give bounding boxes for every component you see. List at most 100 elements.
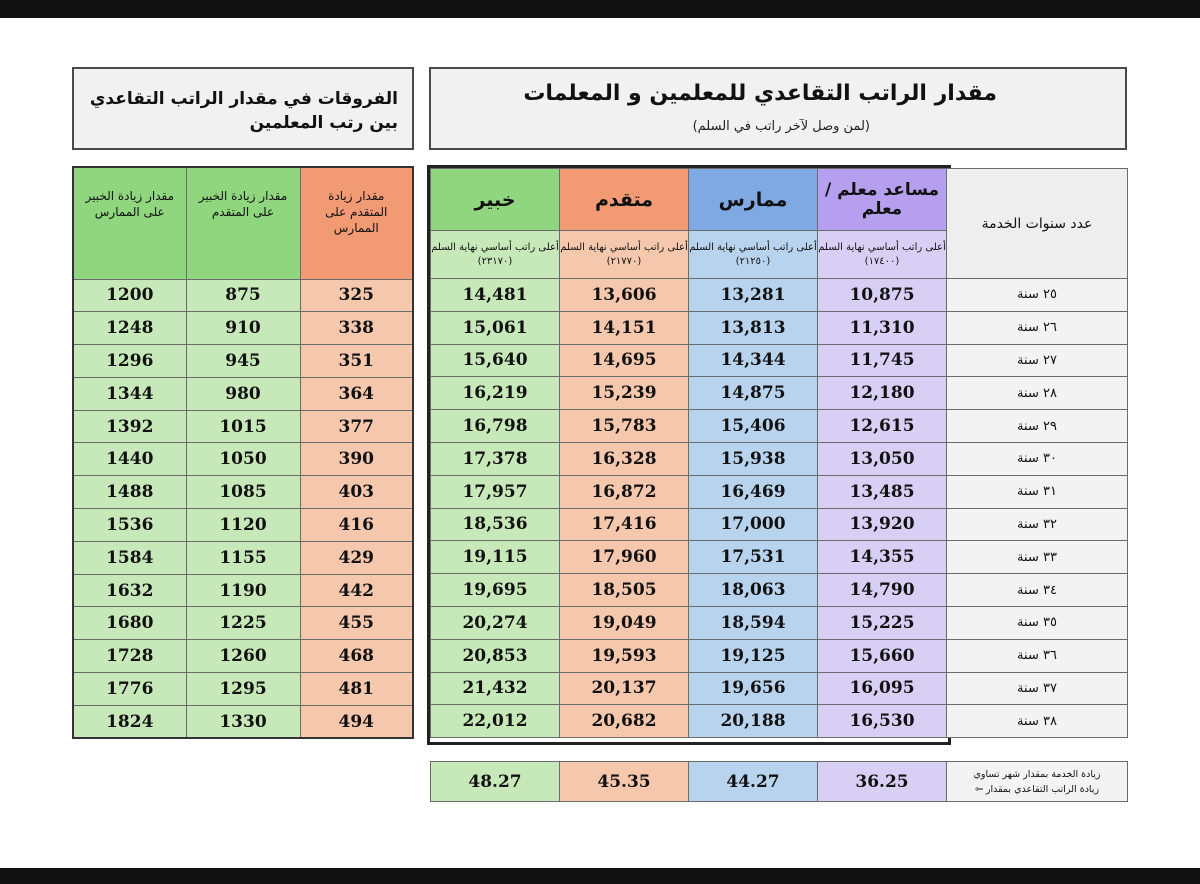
table-row: 1440 1050 390 (72, 442, 414, 477)
value-advanced: 17,416 (559, 507, 689, 542)
rank-sub-practitioner: أعلى راتب أساسي نهاية السلم (٢١٢٥٠) (688, 230, 818, 279)
table-row: 20,274 19,049 18,594 15,225 ٣٥ سنة (430, 605, 1128, 640)
value-expert: 22,012 (430, 704, 560, 739)
diff-advanced-over-practitioner: 455 (299, 606, 414, 641)
value-practitioner: 17,531 (688, 540, 818, 575)
value-expert: 20,274 (430, 605, 560, 640)
years-cell: ٢٧ سنة (946, 343, 1128, 378)
value-practitioner: 13,813 (688, 310, 818, 345)
diff-advanced-over-practitioner: 468 (299, 639, 414, 674)
table-row: 21,432 20,137 19,656 16,095 ٣٧ سنة (430, 671, 1128, 706)
value-advanced: 13,606 (559, 278, 689, 312)
value-practitioner: 19,656 (688, 671, 818, 706)
years-header: عدد سنوات الخدمة (946, 168, 1128, 279)
value-advanced: 20,682 (559, 704, 689, 739)
table-row: 20,853 19,593 19,125 15,660 ٣٦ سنة (430, 638, 1128, 673)
value-practitioner: 16,469 (688, 474, 818, 509)
table-row: 19,115 17,960 17,531 14,355 ٣٣ سنة (430, 540, 1128, 575)
value-expert: 17,957 (430, 474, 560, 509)
rank-sub-expert: أعلى راتب أساسي نهاية السلم (٢٣١٧٠) (430, 230, 560, 279)
table-row: 1728 1260 468 (72, 639, 414, 674)
value-expert: 15,061 (430, 310, 560, 345)
table-row: 17,378 16,328 15,938 13,050 ٣٠ سنة (430, 441, 1128, 476)
diff-expert-over-advanced: 1085 (185, 475, 301, 510)
rank-header-advanced: متقدم (559, 168, 689, 231)
diff-advanced-over-practitioner: 351 (299, 344, 414, 378)
diff-header-expert-advanced: مقدار زيادة الخبير على المتقدم (185, 166, 301, 280)
increment-expert: 48.27 (430, 761, 560, 802)
rank-sub-teacher: أعلى راتب أساسي نهاية السلم (١٧٤٠٠) (817, 230, 947, 279)
value-expert: 15,640 (430, 343, 560, 378)
table-row: 15,640 14,695 14,344 11,745 ٢٧ سنة (430, 343, 1128, 378)
diff-expert-over-practitioner: 1824 (72, 704, 187, 739)
value-expert: 20,853 (430, 638, 560, 673)
years-cell: ٣٤ سنة (946, 573, 1128, 607)
value-advanced: 18,505 (559, 573, 689, 607)
diff-expert-over-practitioner: 1536 (72, 508, 187, 542)
table-row: 1200 875 325 (72, 278, 414, 313)
value-teacher: 16,530 (817, 704, 947, 739)
value-practitioner: 19,125 (688, 638, 818, 673)
value-teacher: 13,485 (817, 474, 947, 509)
value-teacher: 11,745 (817, 343, 947, 378)
diff-advanced-over-practitioner: 494 (299, 704, 414, 739)
diff-expert-over-practitioner: 1680 (72, 606, 187, 641)
diff-expert-over-practitioner: 1392 (72, 409, 187, 444)
table-row: 1344 980 364 (72, 376, 414, 411)
value-expert: 16,219 (430, 376, 560, 411)
table-row: 1296 945 351 (72, 344, 414, 378)
diff-expert-over-advanced: 1190 (185, 573, 301, 608)
value-practitioner: 17,000 (688, 507, 818, 542)
rank-header-expert: خبير (430, 168, 560, 231)
value-advanced: 15,239 (559, 376, 689, 411)
table-row: 1824 1330 494 (72, 704, 414, 739)
increment-teacher: 36.25 (817, 761, 947, 802)
table-row: 15,061 14,151 13,813 11,310 ٢٦ سنة (430, 310, 1128, 345)
years-cell: ٢٦ سنة (946, 310, 1128, 345)
value-advanced: 19,049 (559, 605, 689, 640)
diff-expert-over-advanced: 1120 (185, 508, 301, 542)
bottom-black-bar (0, 868, 1200, 884)
value-advanced: 15,783 (559, 409, 689, 443)
years-cell: ٣٠ سنة (946, 441, 1128, 476)
table-row: 1680 1225 455 (72, 606, 414, 641)
diff-expert-over-practitioner: 1296 (72, 344, 187, 378)
value-advanced: 14,151 (559, 310, 689, 345)
diff-expert-over-practitioner: 1440 (72, 442, 187, 477)
diff-advanced-over-practitioner: 429 (299, 540, 414, 575)
diff-advanced-over-practitioner: 416 (299, 508, 414, 542)
increment-note-line2: زيادة الراتب التقاعدي بمقدار ⇦ (974, 783, 1100, 795)
table-row: 1584 1155 429 (72, 540, 414, 575)
table-row: 1776 1295 481 (72, 672, 414, 706)
table-row: 1392 1015 377 (72, 409, 414, 444)
table-row: 1488 1085 403 (72, 475, 414, 510)
diff-expert-over-practitioner: 1248 (72, 311, 187, 346)
value-teacher: 14,790 (817, 573, 947, 607)
diff-advanced-over-practitioner: 364 (299, 376, 414, 411)
diff-header-advanced-practitioner: مقدار زيادة المتقدم على الممارس (299, 166, 414, 280)
diff-advanced-over-practitioner: 377 (299, 409, 414, 444)
value-teacher: 12,615 (817, 409, 947, 443)
table-row: 1536 1120 416 (72, 508, 414, 542)
diff-expert-over-advanced: 1295 (185, 672, 301, 706)
diff-expert-over-advanced: 1260 (185, 639, 301, 674)
years-cell: ٣٢ سنة (946, 507, 1128, 542)
diff-expert-over-advanced: 1225 (185, 606, 301, 641)
main-title: مقدار الراتب التقاعدي للمعلمين و المعلما… (523, 81, 997, 106)
diff-expert-over-advanced: 1330 (185, 704, 301, 739)
diff-advanced-over-practitioner: 325 (299, 278, 414, 313)
value-teacher: 10,875 (817, 278, 947, 312)
table-row: 16,219 15,239 14,875 12,180 ٢٨ سنة (430, 376, 1128, 411)
diff-expert-over-advanced: 980 (185, 376, 301, 411)
increment-table: 48.27 45.35 44.27 36.25 زيادة الخدمة بمق… (430, 761, 1128, 802)
increment-practitioner: 44.27 (688, 761, 818, 802)
years-cell: ٣٨ سنة (946, 704, 1128, 739)
value-advanced: 16,872 (559, 474, 689, 509)
diff-advanced-over-practitioner: 338 (299, 311, 414, 346)
table-row: 17,957 16,872 16,469 13,485 ٣١ سنة (430, 474, 1128, 509)
increment-advanced: 45.35 (559, 761, 689, 802)
diff-advanced-over-practitioner: 481 (299, 672, 414, 706)
table-row: 1632 1190 442 (72, 573, 414, 608)
rank-header-teacher: مساعد معلم / معلم (817, 168, 947, 231)
value-expert: 19,115 (430, 540, 560, 575)
